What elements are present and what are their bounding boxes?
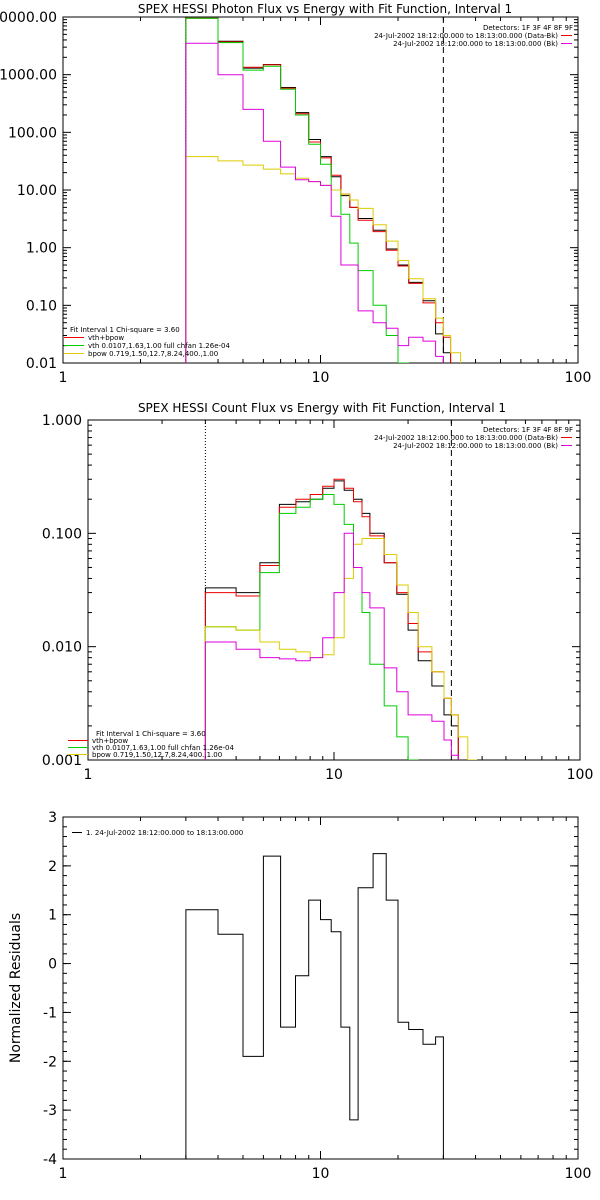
count-x-tick-label: 100 — [567, 767, 594, 783]
residuals-y-tick-label: 2 — [48, 859, 57, 875]
photon-bk-text: 24-Jul-2002 18:12:00.000 to 18:13:00.000… — [393, 40, 558, 48]
photon-x-tick-label: 100 — [565, 370, 592, 386]
count-y-tick-label: 0.100 — [42, 526, 82, 542]
count-flux-panel: SPEX HESSI Count Flux vs Energy with Fit… — [42, 401, 594, 783]
photon-y-tick-label: 0.10 — [26, 298, 57, 314]
count-y-tick-label: 1.000 — [42, 413, 82, 429]
count-chart-title: SPEX HESSI Count Flux vs Energy with Fit… — [138, 401, 506, 415]
residuals-y-tick-label: -4 — [43, 1152, 57, 1168]
photon-fit-legend: Fit Interval 1 Chi-square = 3.60 vth+bpo… — [64, 326, 230, 358]
count-x-ticks: 1 10 100 — [84, 420, 594, 783]
photon-detectors-text: Detectors: 1F 3F 4F 8F 9F — [483, 24, 573, 32]
residuals-y-tick-label: -2 — [43, 1054, 57, 1070]
photon-y-ticks: 0.01 0.10 1.00 10.00 100.00 1000.00 0000.00 — [0, 10, 578, 372]
photon-threshold-lines — [185, 17, 444, 363]
photon-y-tick-label: 1.00 — [26, 241, 57, 257]
count-fit-label: vth+bpow — [92, 737, 128, 745]
count-bpow-histogram — [204, 538, 478, 760]
photon-bpow-histogram — [185, 156, 462, 363]
count-vth-histogram — [204, 494, 419, 760]
photon-total-histogram — [185, 17, 452, 363]
residuals-y-label: Normalized Residuals — [8, 913, 24, 1063]
photon-y-tick-label: 10.00 — [17, 183, 57, 199]
count-fit-histogram — [204, 478, 459, 760]
photon-x-tick-label: 10 — [312, 370, 330, 386]
photon-fit-histogram — [185, 17, 452, 363]
residuals-y-ticks: -4 -3 -2 -1 0 1 2 3 — [43, 810, 578, 1168]
photon-chart-title: SPEX HESSI Photon Flux vs Energy with Fi… — [138, 2, 512, 16]
count-vth-label: vth 0.0107,1.63,1.00 full chfan 1.26e-04 — [92, 744, 234, 752]
photon-y-tick-label: 0000.00 — [0, 10, 57, 26]
count-bpow-label: bpow 0.719,1.50,12.7,8.24,400.,1.00 — [92, 751, 222, 759]
residuals-panel: Normalized Residuals -4 -3 -2 -1 0 1 2 3 1 10 100… — [8, 810, 592, 1182]
residuals-series — [185, 853, 444, 1159]
residuals-y-tick-label: 0 — [48, 957, 57, 973]
photon-fit-label: vth+bpow — [88, 334, 124, 342]
count-fit-legend: Fit Interval 1 Chi-square = 3.60 vth+bpo… — [68, 730, 234, 759]
photon-y-tick-label: 100.00 — [8, 125, 57, 141]
residuals-x-tick-label: 10 — [312, 1166, 330, 1182]
count-x-tick-label: 10 — [325, 767, 343, 783]
count-data-bk-text: 24-Jul-2002 18:12:00.000 to 18:13:00.000… — [374, 434, 558, 442]
count-y-tick-label: 0.001 — [42, 753, 82, 769]
residuals-y-tick-label: 1 — [48, 908, 57, 924]
count-series — [204, 478, 478, 760]
residuals-legend: 1. 24-Jul-2002 18:12:00.000 to 18:13:00.… — [72, 829, 243, 837]
photon-series — [185, 17, 462, 363]
photon-bk-histogram — [185, 42, 444, 363]
photon-y-tick-label: 0.01 — [26, 356, 57, 372]
count-plot-frame — [87, 419, 581, 761]
residuals-plot-frame — [62, 816, 579, 1160]
photon-info-block: Detectors: 1F 3F 4F 8F 9F 24-Jul-2002 18… — [374, 24, 573, 48]
count-info-block: Detectors: 1F 3F 4F 8F 9F 24-Jul-2002 18… — [374, 426, 573, 450]
count-detectors-text: Detectors: 1F 3F 4F 8F 9F — [483, 426, 573, 434]
count-y-tick-label: 0.010 — [42, 640, 82, 656]
photon-vth-label: vth 0.0107,1.63,1.00 full chfan 1.26e-04 — [88, 342, 230, 350]
photon-vth-histogram — [185, 17, 410, 363]
photon-bpow-label: bpow 0.719,1.50,12.7,8.24,400.,1.00 — [88, 350, 218, 358]
residuals-y-tick-label: -1 — [43, 1005, 57, 1021]
count-x-tick-label: 1 — [84, 767, 93, 783]
photon-x-tick-label: 1 — [59, 370, 68, 386]
count-fit-header: Fit Interval 1 Chi-square = 3.60 — [96, 730, 206, 738]
count-threshold-lines — [204, 420, 452, 760]
photon-plot-frame — [62, 16, 579, 364]
count-bk-text: 24-Jul-2002 18:12:00.000 to 18:13:00.000… — [393, 442, 558, 450]
residuals-legend-label: 1. 24-Jul-2002 18:12:00.000 to 18:13:00.… — [86, 829, 243, 837]
residuals-total-histogram — [185, 853, 444, 1159]
photon-flux-panel: SPEX HESSI Photon Flux vs Energy with Fi… — [0, 2, 591, 386]
photon-fit-header: Fit Interval 1 Chi-square = 3.60 — [70, 326, 180, 334]
residuals-y-tick-label: -3 — [43, 1103, 57, 1119]
residuals-x-tick-label: 1 — [59, 1166, 68, 1182]
residuals-x-ticks: 1 10 100 — [59, 817, 592, 1182]
photon-y-tick-label: 1000.00 — [0, 68, 57, 84]
residuals-y-tick-label: 3 — [48, 810, 57, 826]
photon-data-bk-text: 24-Jul-2002 18:12:00.000 to 18:13:00.000… — [374, 32, 558, 40]
count-y-ticks: 0.001 0.010 0.100 1.000 — [42, 413, 580, 769]
residuals-x-tick-label: 100 — [565, 1166, 592, 1182]
count-bk-histogram — [204, 532, 459, 760]
